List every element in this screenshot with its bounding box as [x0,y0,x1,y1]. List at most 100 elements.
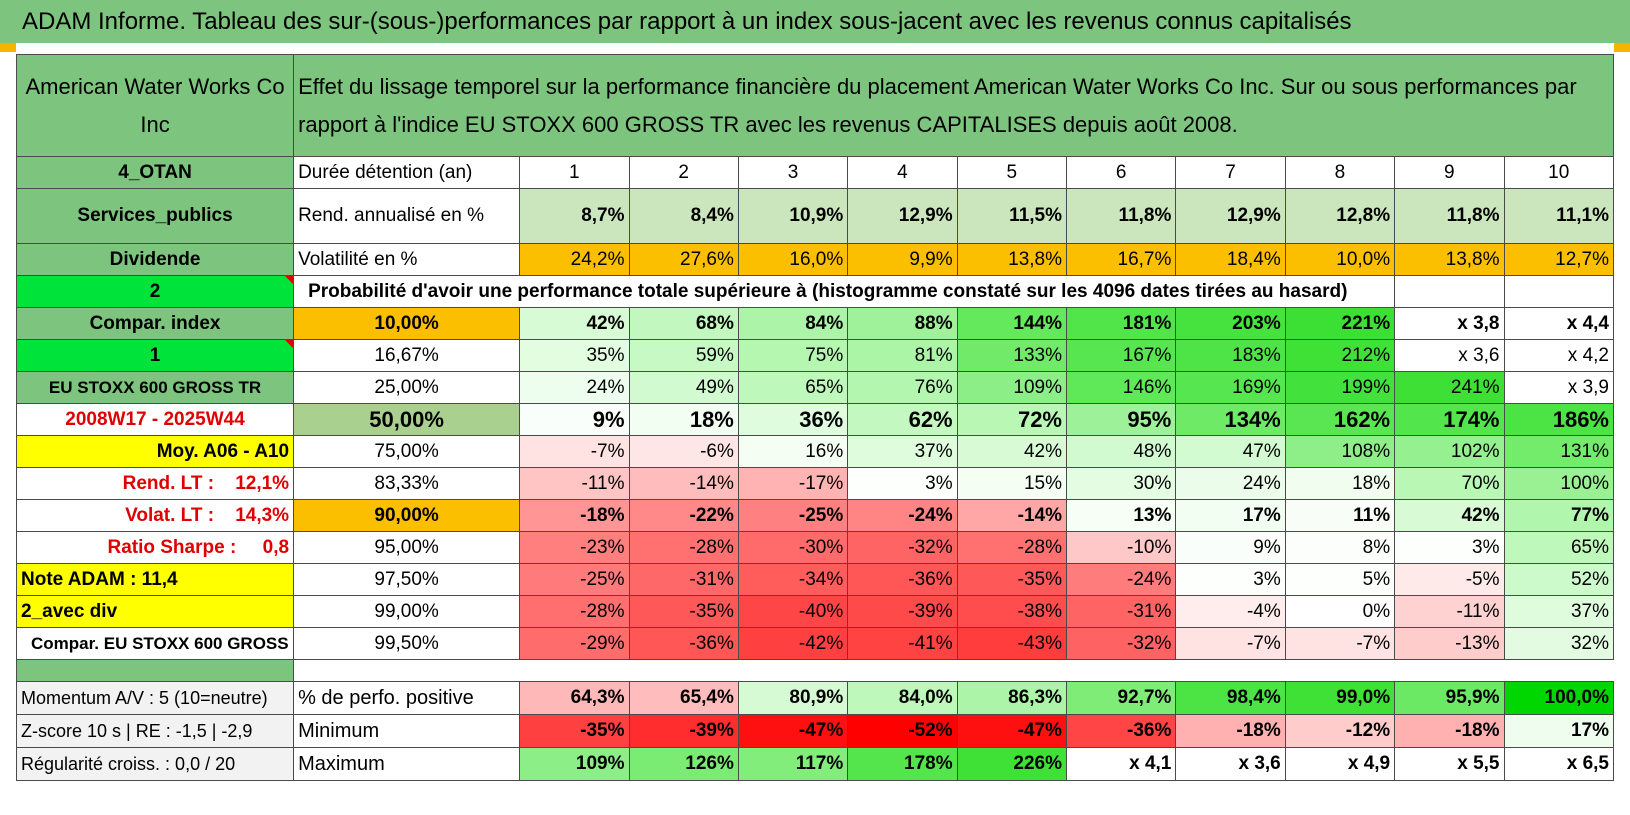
value-cell: 27,6% [628,243,739,276]
value-cell: 221% [1284,307,1396,340]
row-label: 99,50% [293,627,521,660]
value-cell: 7 [1175,156,1286,189]
side-label: 2 [15,275,295,308]
value-cell: 62% [847,403,958,436]
value-cell: -30% [737,531,849,564]
value-cell: 32% [1503,627,1614,660]
report-title: ADAM Informe. Tableau des sur-(sous-)per… [0,0,1630,43]
value-cell: 3% [1394,531,1505,564]
fund-name-cell: American Water Works Co Inc [15,54,295,157]
value-cell: x 3,9 [1503,371,1614,404]
table-row: 2 Probabilité d'avoir une performance to… [15,275,1614,308]
value-cell: -42% [737,627,849,660]
value-cell: 24,2% [519,243,630,276]
value-cell: 81% [847,339,958,372]
value-cell: -14% [956,499,1068,532]
value-cell: 42% [519,307,630,340]
value-cell: 10,9% [737,188,849,244]
header-row: American Water Works Co Inc Effet du lis… [15,54,1614,157]
value-cell: 84% [737,307,849,340]
value-cell: -36% [847,563,958,596]
value-cell: 108% [1284,435,1396,468]
value-cell: 18% [628,403,739,436]
value-cell: 203% [1175,307,1286,340]
value-cell: -14% [628,467,739,500]
value-cell: -12% [1284,714,1396,748]
value-cell: 17% [1503,714,1614,748]
value-cell: 95% [1065,403,1177,436]
value-cell: x 4,9 [1284,747,1396,781]
value-cell: -34% [737,563,849,596]
value-cell: -22% [628,499,739,532]
value-cell: 3% [847,467,958,500]
value-cell: 65,4% [628,681,739,715]
value-cell: 186% [1503,403,1614,436]
value-cell: 167% [1065,339,1177,372]
corner-marker-right [1614,43,1630,52]
value-cell: -47% [956,714,1068,748]
value-cell: 16,0% [737,243,849,276]
value-cell: 183% [1175,339,1286,372]
value-cell: 42% [956,435,1068,468]
value-cell: 86,3% [956,681,1068,715]
value-cell: 3% [1175,563,1286,596]
value-cell: 2 [628,156,739,189]
row-label: Volatilité en % [293,243,521,276]
value-cell: -35% [519,714,630,748]
value-cell: x 3,6 [1175,747,1286,781]
value-cell: -17% [737,467,849,500]
side-label: EU STOXX 600 GROSS TR [15,371,295,404]
value-cell: 80,9% [737,681,849,715]
performance-table: American Water Works Co Inc Effet du lis… [15,54,1614,781]
value-cell: 8,4% [628,188,739,244]
value-cell: 5% [1284,563,1396,596]
value-cell: 0% [1284,595,1396,628]
row-label: 10,00% [293,307,521,340]
value-cell: 6 [1065,156,1177,189]
value-cell: 178% [847,747,958,781]
row-label: Maximum [293,747,521,781]
side-label: Dividende [15,243,295,276]
value-cell: 59% [628,339,739,372]
value-cell: -41% [847,627,958,660]
row-label: 95,00% [293,531,521,564]
row-label: Minimum [293,714,521,748]
row-label: 16,67% [293,339,521,372]
value-cell: 109% [519,747,630,781]
value-cell: -7% [519,435,630,468]
side-label: Volat. LT : 14,3% [15,499,295,532]
table-row: Dividende Volatilité en % 24,2% 27,6% 16,0… [15,243,1614,276]
value-cell: 37% [1503,595,1614,628]
value-cell: 52% [1503,563,1614,596]
value-cell: 12,9% [1175,188,1286,244]
value-cell: 8% [1284,531,1396,564]
value-cell: 49% [628,371,739,404]
value-cell: 76% [847,371,958,404]
table-row: 2_avec div 99,00% -28% -35% -40% -39% -38% -… [15,595,1614,628]
value-cell: 13,8% [1394,243,1505,276]
side-label: Régularité croiss. : 0,0 / 20 [15,747,295,781]
value-cell: -25% [737,499,849,532]
value-cell: 37% [847,435,958,468]
row-label: 97,50% [293,563,521,596]
value-cell: 4 [847,156,958,189]
value-cell: 16,7% [1065,243,1177,276]
table-row: Note ADAM : 11,4 97,50% -25% -31% -34% -36%… [15,563,1614,596]
value-cell: 12,7% [1503,243,1614,276]
value-cell: 48% [1065,435,1177,468]
side-label: 2008W17 - 2025W44 [15,403,295,436]
side-label: Services_publics [15,188,295,244]
value-cell: 18% [1284,467,1396,500]
value-cell: 241% [1394,371,1505,404]
value-cell: -36% [628,627,739,660]
value-cell: 42% [1394,499,1505,532]
row-label: Durée détention (an) [293,156,521,189]
value-cell: 102% [1394,435,1505,468]
value-cell: x 3,6 [1394,339,1505,372]
row-label: 75,00% [293,435,521,468]
table-row: Moy. A06 - A10 75,00% -7% -6% 16% 37% 42% 48… [15,435,1614,468]
value-cell: 65% [1503,531,1614,564]
value-cell: 146% [1065,371,1177,404]
value-cell: 226% [956,747,1068,781]
